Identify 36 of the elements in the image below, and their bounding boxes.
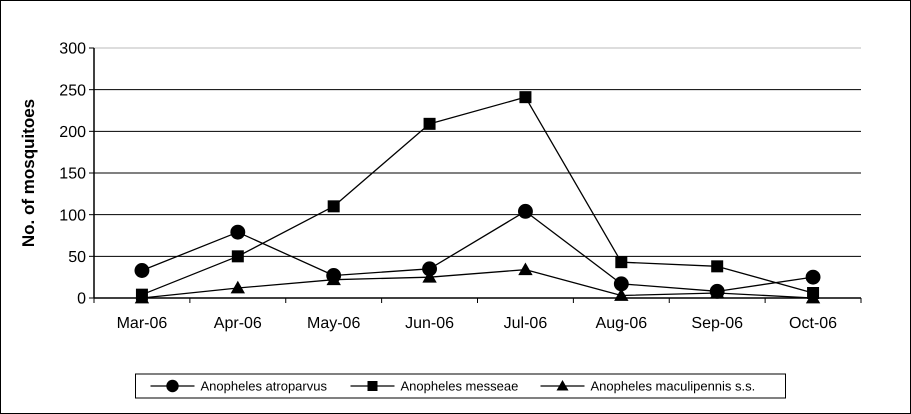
x-tick-label: Jul-06 [504,315,548,332]
point [136,288,148,301]
point [806,270,820,285]
point [807,287,820,299]
y-tick-label: 250 [59,82,86,100]
point [230,224,246,240]
y-tick-label: 300 [59,40,86,58]
point [232,250,244,262]
legend-label: Anopheles maculipennis s.s. [590,378,756,394]
point [230,280,246,294]
legend-label: Anopheles atroparvus [200,378,328,394]
point [518,262,533,276]
point [614,276,629,292]
point [424,118,436,130]
x-tick-label: Mar-06 [116,315,168,332]
point [615,256,628,268]
y-tick-label: 150 [59,166,86,183]
x-tick-label: Jun-06 [405,315,454,332]
point [328,200,340,212]
point [711,260,724,272]
x-tick-label: Sep-06 [691,315,744,332]
x-tick-label: Apr-06 [214,315,262,332]
point [422,261,437,276]
x-tick-label: May-06 [307,315,360,332]
y-tick-label: 100 [59,207,86,224]
point [519,91,532,104]
x-tick-label: Aug-06 [596,315,648,332]
x-tick-label: Oct-06 [789,315,838,332]
point [518,204,533,219]
y-axis-title: No. of mosquitoes [19,98,38,248]
legend-label: Anopheles messeae [400,378,518,394]
y-tick-label: 50 [68,248,86,266]
y-tick-label: 200 [59,124,86,141]
point [326,268,342,283]
y-tick-label: 0 [77,290,86,308]
point [134,263,150,278]
